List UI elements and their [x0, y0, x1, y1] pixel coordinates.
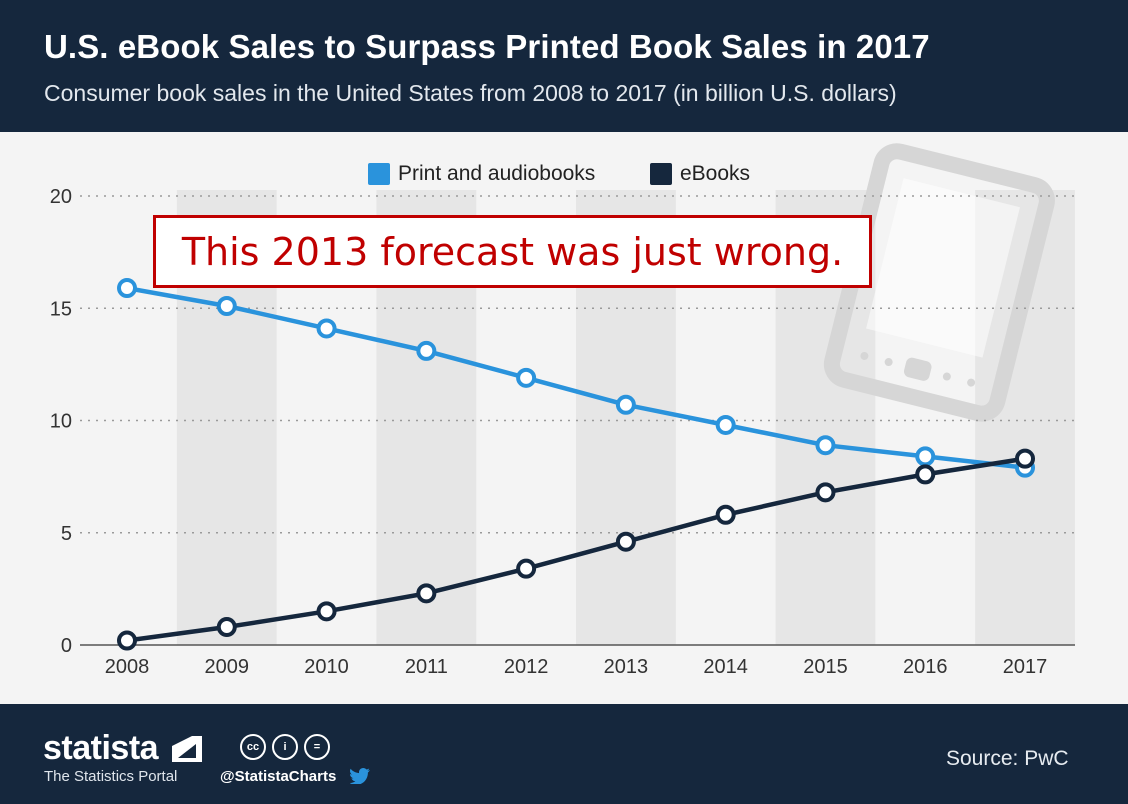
print-series-point	[316, 318, 337, 339]
brand-tagline: The Statistics Portal	[44, 768, 178, 785]
print-series-point	[615, 394, 636, 415]
x-tick-label: 2013	[604, 656, 649, 678]
print-series-point	[416, 340, 437, 361]
y-tick-label: 5	[61, 523, 72, 545]
legend-swatch-print	[368, 163, 390, 185]
brand-name[interactable]: statista	[43, 729, 159, 767]
x-tick-label: 2011	[405, 656, 448, 678]
ebooks-series-point	[416, 583, 437, 604]
annotation-text: This 2013 forecast was just wrong.	[181, 229, 844, 274]
chart-subtitle: Consumer book sales in the United States…	[44, 80, 897, 106]
print-series-point	[117, 278, 137, 299]
ebooks-series-point	[117, 630, 137, 651]
chart-header: U.S. eBook Sales to Surpass Printed Book…	[0, 0, 1128, 132]
legend-label-print: Print and audiobooks	[398, 162, 596, 185]
legend-item-print: Print and audiobooks	[368, 160, 595, 188]
print-series-line	[126, 285, 1026, 470]
legend-item-ebooks: eBooks	[650, 160, 750, 188]
x-tick-label: 2015	[803, 656, 848, 678]
annotation-box: This 2013 forecast was just wrong.	[153, 215, 872, 288]
y-tick-label: 15	[50, 298, 72, 320]
x-tick-label: 2014	[703, 656, 748, 678]
ebooks-series-point	[715, 504, 736, 525]
x-tick-label: 2010	[304, 656, 349, 678]
chart-footer: statista The Statistics Portal cc i = @S…	[0, 704, 1128, 804]
print-series-point	[516, 367, 537, 388]
ebooks-series-point	[915, 464, 936, 485]
y-tick-label: 0	[61, 635, 72, 657]
print-series-point	[915, 446, 936, 467]
print-series-point	[216, 296, 237, 317]
ebooks-series-line	[126, 456, 1026, 643]
chart-title: U.S. eBook Sales to Surpass Printed Book…	[44, 28, 930, 65]
ebooks-series-point	[815, 482, 836, 503]
x-tick-label: 2009	[205, 656, 250, 678]
no-derivatives-icon[interactable]: =	[304, 734, 330, 760]
x-tick-label: 2016	[903, 656, 948, 678]
ebooks-series-point	[615, 531, 636, 552]
license-icons[interactable]: cc i =	[240, 734, 330, 760]
attribution-icon[interactable]: i	[272, 734, 298, 760]
x-tick-label: 2008	[105, 656, 150, 678]
legend-swatch-ebooks	[650, 163, 672, 185]
print-series-point	[715, 414, 736, 435]
y-tick-label: 10	[50, 411, 72, 433]
print-series-point	[815, 435, 836, 456]
source-credit: Source: PwC	[946, 747, 1069, 770]
twitter-icon[interactable]	[350, 768, 370, 784]
x-tick-label: 2017	[1003, 656, 1048, 678]
ebooks-series-point	[516, 558, 537, 579]
ebooks-series-point	[1015, 448, 1036, 469]
statista-logo-icon	[172, 736, 202, 762]
cc-icon[interactable]: cc	[240, 734, 266, 760]
ebooks-series-point	[316, 601, 337, 622]
ebooks-series-point	[216, 617, 237, 638]
social-handle[interactable]: @StatistaCharts	[220, 768, 337, 785]
y-tick-label: 20	[50, 186, 72, 208]
x-tick-label: 2012	[504, 656, 549, 678]
legend-label-ebooks: eBooks	[680, 162, 751, 185]
